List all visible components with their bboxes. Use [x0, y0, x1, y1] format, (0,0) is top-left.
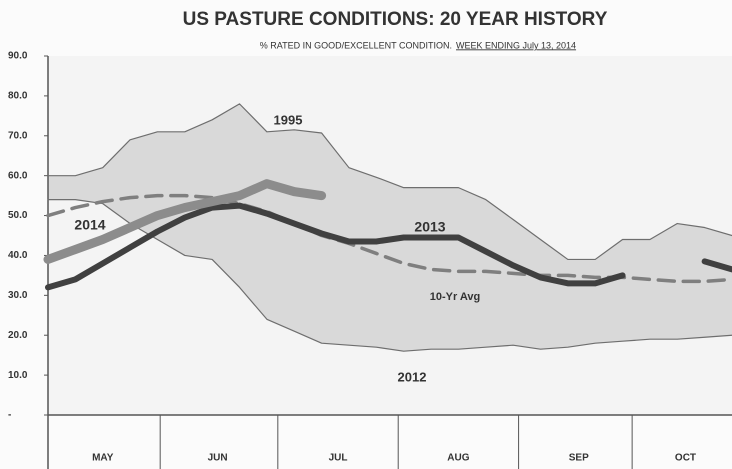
subtitle-date: WEEK ENDING July 13, 2014	[456, 40, 576, 50]
x-tick-label: JUN	[208, 453, 228, 464]
x-tick-label: SEP	[569, 453, 589, 464]
series-label: 10-Yr Avg	[430, 291, 481, 303]
series-label: 2014	[74, 217, 105, 233]
y-tick-label: 10.0	[8, 370, 28, 381]
y-tick-label: 90.0	[8, 51, 28, 62]
y-tick-label: -	[8, 410, 11, 421]
series-label: 2012	[398, 369, 427, 384]
series-line	[43, 179, 327, 264]
x-tick-label: AUG	[447, 453, 469, 464]
y-tick-label: 40.0	[8, 250, 28, 261]
y-tick-label: 80.0	[8, 91, 28, 102]
series-line	[45, 202, 732, 291]
y-tick-label: 60.0	[8, 170, 28, 181]
x-tick-label: MAY	[92, 453, 114, 464]
y-tick-label: 70.0	[8, 130, 28, 141]
chart-title: US PASTURE CONDITIONS: 20 YEAR HISTORY	[183, 9, 608, 30]
y-tick-label: 30.0	[8, 290, 28, 301]
y-tick-label: 20.0	[8, 330, 28, 341]
y-tick-label: 50.0	[8, 210, 28, 221]
range-band	[48, 103, 732, 352]
x-tick-label: JUL	[329, 453, 348, 464]
x-tick-label: OCT	[675, 453, 696, 464]
series-label: 2013	[414, 219, 445, 235]
subtitle: % RATED IN GOOD/EXCELLENT CONDITION.	[260, 40, 452, 50]
series-label: 1995	[274, 112, 303, 127]
series-line	[47, 103, 732, 261]
series-line	[47, 199, 732, 352]
